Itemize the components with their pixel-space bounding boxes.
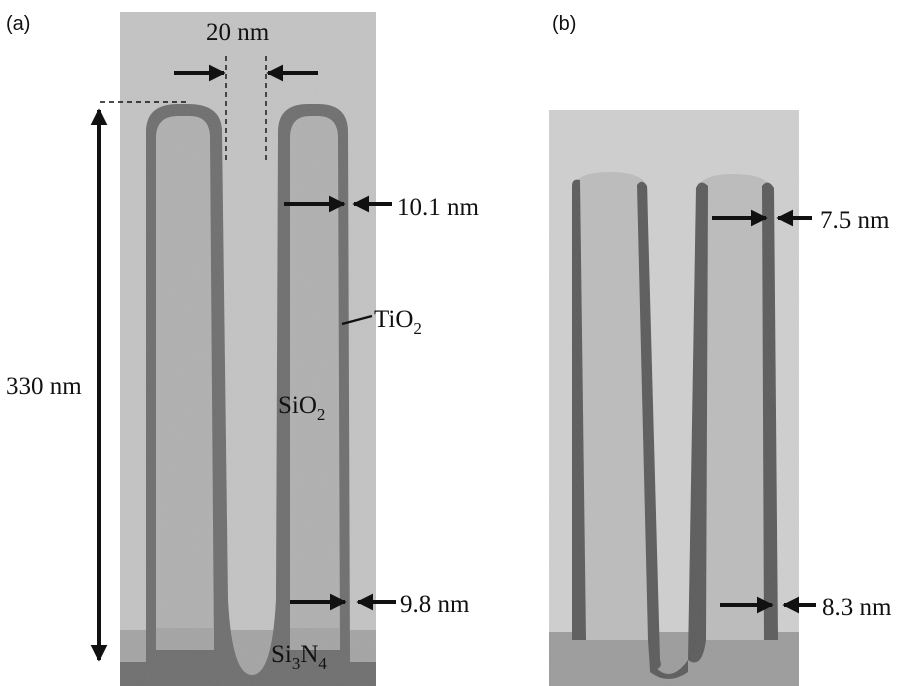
panel-b-label: (b) — [552, 13, 576, 35]
panel-b: (b) 7.5 nm 8.3 nm — [549, 13, 892, 686]
top-thickness-label-a: 10.1 nm — [397, 194, 480, 221]
bottom-thickness-label-a: 9.8 nm — [400, 591, 470, 618]
si3n4-label: Si3N4 — [271, 641, 327, 673]
height-label: 330 nm — [6, 373, 82, 400]
sio2-label: SiO2 — [278, 392, 325, 424]
panel-a-label: (a) — [6, 13, 30, 35]
top-thickness-label-b: 7.5 nm — [820, 207, 890, 234]
bottom-thickness-label-b: 8.3 nm — [822, 594, 892, 621]
gap-width-label: 20 nm — [206, 19, 270, 46]
panel-a: (a) 20 nm 330 nm 10.1 nm TiO2 SiO2 9.8 n… — [6, 12, 480, 686]
panel-b-grain — [549, 110, 799, 686]
tio2-label: TiO2 — [374, 306, 422, 338]
panel-a-grain — [120, 12, 376, 686]
tio2-leader-line — [341, 314, 373, 326]
